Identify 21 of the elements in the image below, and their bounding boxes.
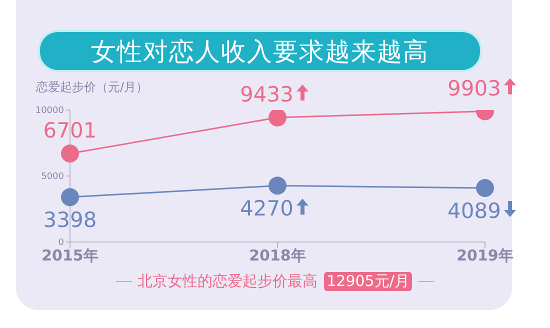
x-tick-label: 2019年 [456,246,514,265]
point [61,188,79,206]
data-label: 6701 [43,118,97,143]
point [268,110,286,126]
data-label: 9903 [448,76,501,100]
text: 北京女性的恋爱起步价最高 [138,272,318,291]
data-label: 9433 [240,82,294,106]
x-tick-label: 2015年 [42,246,98,265]
point [268,176,286,195]
point [61,144,79,163]
y-tick-label: 0 [58,238,64,248]
data-label: 4270 [240,196,294,221]
chart-title: 女性对恋人收入要求越来越高 [38,30,482,72]
text: 12905元/月 [324,272,412,291]
y-tick-label: 5000 [41,172,64,182]
y-axis-title: 恋爱起步价（元/月） [36,79,148,96]
data-label: 3398 [43,208,97,232]
y-tick-label: 10000 [35,106,64,116]
point [476,179,494,198]
data-label: 4089 [448,199,501,224]
x-tick-label: 2018年 [249,246,306,265]
